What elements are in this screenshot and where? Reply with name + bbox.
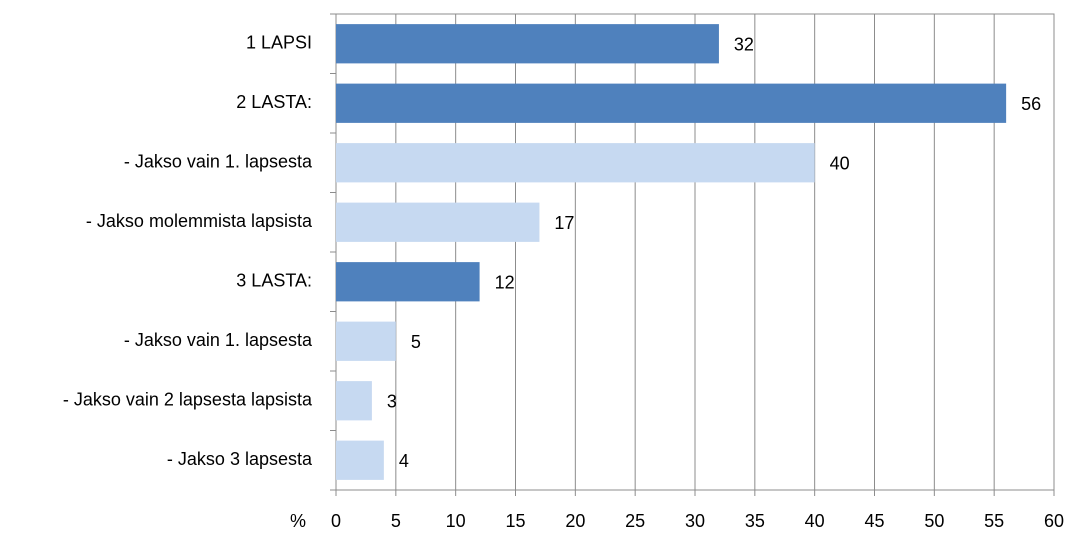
y-tick-label: 1 LAPSI	[246, 33, 312, 53]
x-tick-label: 55	[984, 511, 1004, 531]
x-axis-label: %	[290, 511, 306, 531]
y-tick-label: - Jakso vain 1. lapsesta	[124, 152, 313, 172]
y-tick-label: - Jakso vain 2 lapsesta lapsista	[63, 390, 313, 410]
x-tick-label: 25	[625, 511, 645, 531]
bar	[336, 262, 480, 302]
x-tick-label: 30	[685, 511, 705, 531]
value-label: 32	[734, 35, 754, 55]
value-label: 4	[399, 451, 409, 471]
bar	[336, 24, 719, 64]
x-tick-label: 35	[745, 511, 765, 531]
bar	[336, 321, 396, 361]
bar	[336, 83, 1007, 123]
x-tick-label: 10	[446, 511, 466, 531]
value-label: 3	[387, 392, 397, 412]
value-label: 12	[495, 273, 515, 293]
bar	[336, 143, 815, 183]
value-label: 40	[830, 154, 850, 174]
x-tick-label: 5	[391, 511, 401, 531]
y-tick-label: - Jakso 3 lapsesta	[167, 449, 313, 469]
y-tick-label: - Jakso vain 1. lapsesta	[124, 330, 313, 350]
x-tick-label: 20	[565, 511, 585, 531]
bar	[336, 440, 384, 480]
x-tick-label: 0	[331, 511, 341, 531]
x-tick-label: 50	[924, 511, 944, 531]
y-tick-label: - Jakso molemmista lapsista	[86, 211, 313, 231]
bar	[336, 202, 540, 242]
value-label: 17	[554, 213, 574, 233]
x-tick-label: 40	[805, 511, 825, 531]
bar	[336, 381, 372, 421]
x-tick-label: 15	[505, 511, 525, 531]
x-tick-label: 45	[864, 511, 884, 531]
y-tick-label: 2 LASTA:	[236, 92, 312, 112]
value-label: 5	[411, 332, 421, 352]
x-tick-label: 60	[1044, 511, 1064, 531]
y-tick-label: 3 LASTA:	[236, 271, 312, 291]
value-label: 56	[1021, 94, 1041, 114]
